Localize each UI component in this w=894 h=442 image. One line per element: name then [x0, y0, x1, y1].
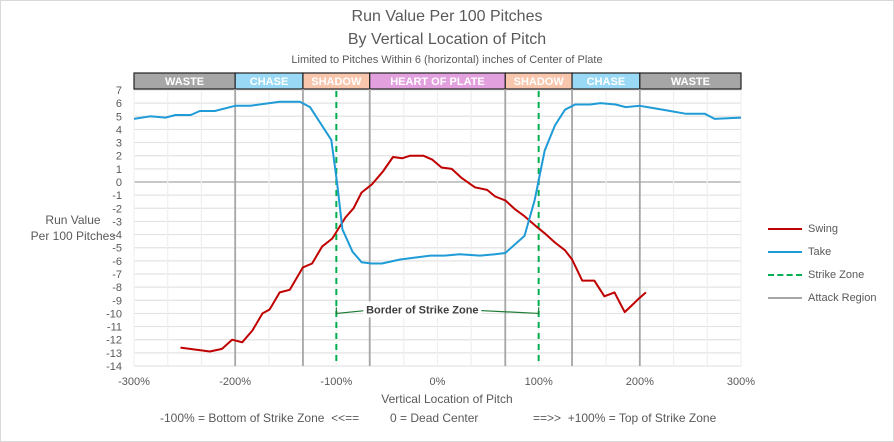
y-tick-label: 4 [116, 124, 122, 136]
legend-item-swing: Swing [768, 217, 876, 240]
y-tick-label: -14 [106, 361, 122, 373]
footer-note-center: 0 = Dead Center [390, 411, 479, 425]
y-tick-label: -12 [106, 335, 122, 347]
y-tick-label: -7 [112, 269, 122, 281]
x-tick-label: -200% [219, 376, 251, 388]
x-tick-label: -300% [118, 376, 150, 388]
x-axis-label: Vertical Location of Pitch [381, 392, 513, 406]
series-line-take [133, 100, 742, 265]
legend-swatch-take [768, 250, 802, 253]
y-tick-label: -3 [112, 216, 122, 228]
x-tick-label: 100% [525, 376, 553, 388]
y-axis-label-line-1: Run Value [45, 213, 101, 227]
x-tick-label: 300% [727, 376, 755, 388]
footer-note-right: ==>> +100% = Top of Strike Zone [533, 411, 717, 425]
y-tick-label: 3 [116, 138, 122, 150]
y-tick-label: 5 [116, 111, 122, 123]
y-tick-label: -8 [112, 282, 122, 294]
annotation-leader-right [477, 307, 540, 315]
annotation-leader-left [335, 307, 367, 315]
x-tick-label: 0% [430, 376, 446, 388]
chart-subtitle-2: Limited to Pitches Within 6 (horizontal)… [291, 54, 603, 66]
y-tick-label: -4 [112, 230, 122, 242]
legend-label-swing: Swing [808, 222, 838, 235]
footer-note-left: -100% = Bottom of Strike Zone <<== [160, 411, 360, 425]
y-tick-label: -9 [112, 295, 122, 307]
region-label: HEART OF PLATE [390, 76, 485, 88]
chart-title: Run Value Per 100 Pitches [351, 8, 543, 25]
annotation-label: Border of Strike Zone [366, 304, 478, 316]
region-band [639, 72, 742, 90]
region-label: CHASE [250, 76, 289, 88]
x-tick-label: -100% [320, 376, 352, 388]
region-label: CHASE [587, 76, 626, 88]
y-tick-label: -1 [112, 190, 122, 202]
annotation-bg [363, 301, 482, 318]
legend-label-strike-zone: Strike Zone [808, 268, 865, 281]
legend-item-strike-zone: Strike Zone [768, 263, 876, 286]
y-axis-label-line-2: Per 100 Pitches [30, 229, 116, 243]
legend: Swing Take Strike Zone Attack Region [768, 217, 876, 309]
legend-swatch-swing [768, 227, 802, 230]
y-tick-label: -10 [106, 308, 122, 320]
y-tick-label: 1 [116, 164, 122, 176]
region-label: SHADOW [311, 76, 362, 88]
legend-swatch-attack-region [768, 296, 802, 299]
y-tick-label: -6 [112, 256, 122, 268]
y-tick-label: -2 [112, 203, 122, 215]
y-tick-label: 7 [116, 85, 122, 97]
y-axis-label: Run Value Per 100 Pitches [18, 212, 128, 244]
y-tick-label: 6 [116, 98, 122, 110]
legend-label-attack-region: Attack Region [808, 291, 877, 304]
y-tick-label: -13 [106, 348, 122, 360]
chart-subtitle: By Vertical Location of Pitch [347, 31, 547, 48]
y-tick-label: 0 [116, 177, 122, 189]
legend-item-attack-region: Attack Region [768, 286, 876, 309]
region-label: WASTE [671, 76, 710, 88]
region-label: SHADOW [514, 76, 565, 88]
legend-swatch-strike-zone [768, 273, 802, 276]
region-label: WASTE [165, 76, 204, 88]
y-tick-label: -11 [107, 322, 122, 334]
y-tick-label: 2 [116, 151, 122, 163]
legend-label-take: Take [808, 245, 832, 258]
x-tick-label: 200% [626, 376, 654, 388]
y-tick-label: -5 [112, 243, 122, 255]
legend-item-take: Take [768, 240, 876, 263]
series-line-swing [180, 154, 647, 353]
